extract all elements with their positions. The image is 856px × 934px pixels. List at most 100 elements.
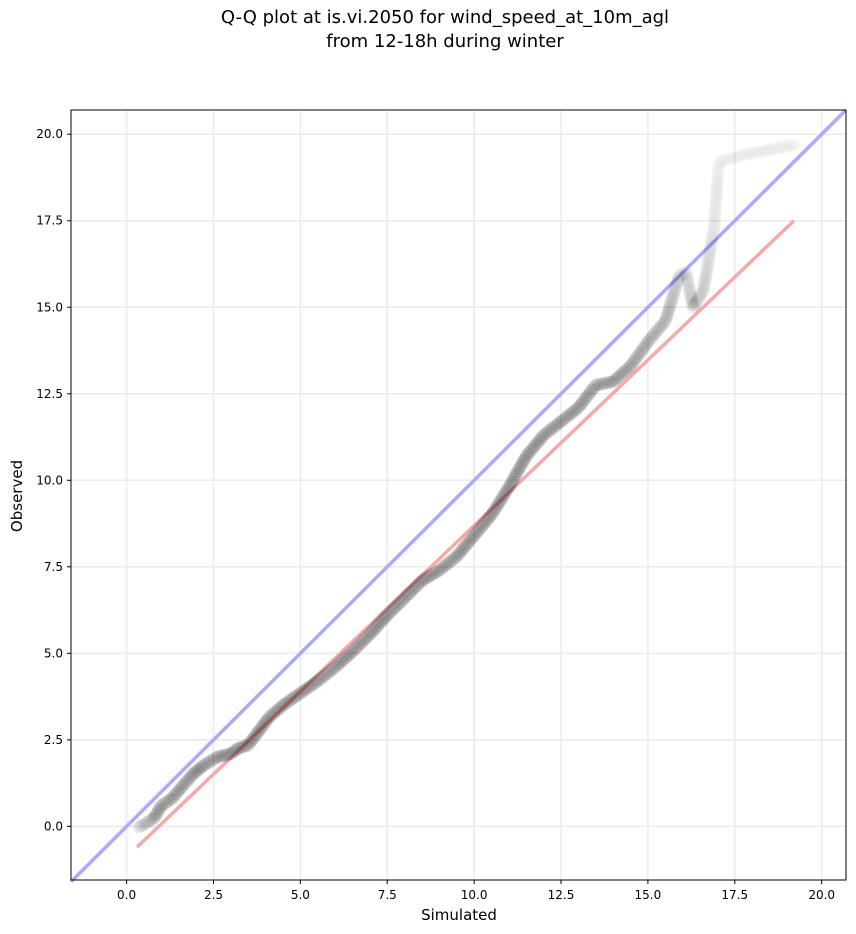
data-point (296, 684, 310, 698)
data-point (298, 683, 312, 697)
data-point (378, 610, 392, 624)
data-point (210, 750, 224, 764)
data-point (150, 806, 164, 820)
data-point (499, 485, 513, 499)
data-point (376, 613, 390, 626)
data-point (575, 396, 589, 410)
data-point (188, 766, 202, 780)
data-point (367, 623, 381, 637)
data-point (459, 538, 473, 552)
data-point (153, 801, 167, 815)
data-point (169, 787, 183, 801)
data-point (321, 666, 335, 680)
data-point (663, 300, 677, 314)
data-point (207, 752, 221, 766)
data-point (259, 715, 273, 729)
data-point (354, 636, 368, 650)
data-point (486, 505, 500, 519)
data-point (175, 780, 189, 794)
data-point (427, 566, 441, 580)
data-point (291, 688, 305, 702)
data-point (600, 376, 614, 390)
data-point (683, 286, 697, 300)
data-point (160, 795, 174, 809)
data-point (533, 433, 547, 447)
data-point (615, 367, 629, 381)
data-point (651, 323, 665, 337)
data-point (262, 710, 276, 724)
data-point (452, 547, 466, 561)
data-point (518, 452, 532, 466)
data-point (337, 652, 351, 666)
data-point (229, 743, 242, 757)
data-point (435, 561, 449, 575)
data-point (509, 467, 523, 481)
data-point (162, 793, 176, 807)
data-point (134, 819, 148, 833)
y-axis-label: Observed (8, 460, 26, 532)
data-point (699, 266, 713, 280)
data-point (361, 630, 375, 643)
data-point (571, 401, 585, 415)
data-point (396, 593, 409, 607)
data-point (479, 515, 493, 529)
data-point (698, 271, 712, 285)
data-point (350, 640, 364, 654)
data-point (279, 697, 292, 710)
data-point (505, 475, 519, 489)
data-point (664, 297, 677, 311)
data-point (423, 569, 436, 583)
data-point (182, 772, 195, 786)
data-point (619, 363, 633, 377)
data-point (177, 777, 191, 791)
data-point (629, 352, 643, 366)
data-point (281, 695, 295, 709)
data-point (661, 306, 675, 320)
data-point (670, 278, 684, 291)
x-tick-label: 7.5 (378, 888, 397, 902)
data-point (328, 660, 342, 674)
y-tick-label: 0.0 (44, 819, 63, 833)
data-point (469, 526, 483, 540)
chart-title-line-2: from 12-18h during winter (326, 31, 564, 52)
data-point (531, 435, 545, 449)
data-point (598, 376, 611, 390)
data-point (494, 493, 508, 507)
data-point (194, 761, 208, 774)
data-point (243, 736, 257, 750)
data-point (647, 328, 661, 342)
data-point (485, 508, 498, 522)
x-tick-label: 15.0 (635, 888, 662, 902)
data-point (445, 553, 459, 567)
data-point (684, 292, 698, 306)
one-to-one-line (69, 108, 848, 883)
data-point (248, 729, 262, 743)
x-axis-label: Simulated (421, 906, 497, 924)
data-point (333, 656, 346, 670)
data-point (525, 442, 539, 456)
data-point (221, 747, 235, 761)
data-point (391, 597, 405, 611)
data-point (286, 691, 300, 705)
axis-ticks: 0.0 2.5 5.0 7.5 10.0 12.5 15.0 17.5 20.0 0.0 2.5 5.… (36, 127, 835, 902)
data-point (665, 292, 679, 306)
data-point (613, 369, 627, 383)
data-point (636, 342, 650, 356)
data-point (592, 378, 606, 391)
data-point (492, 495, 506, 509)
data-point (213, 750, 227, 763)
data-point (656, 316, 670, 330)
data-point (527, 440, 541, 454)
data-point (682, 277, 695, 291)
data-point (695, 285, 709, 299)
data-point (639, 337, 653, 351)
data-point (569, 403, 583, 417)
data-point (789, 138, 802, 151)
data-point (682, 280, 696, 294)
data-point (316, 670, 330, 684)
data-point (359, 632, 372, 646)
y-tick-label: 20.0 (36, 127, 63, 141)
axes-frame (70, 109, 847, 881)
data-point (186, 767, 200, 781)
data-point (685, 295, 699, 308)
